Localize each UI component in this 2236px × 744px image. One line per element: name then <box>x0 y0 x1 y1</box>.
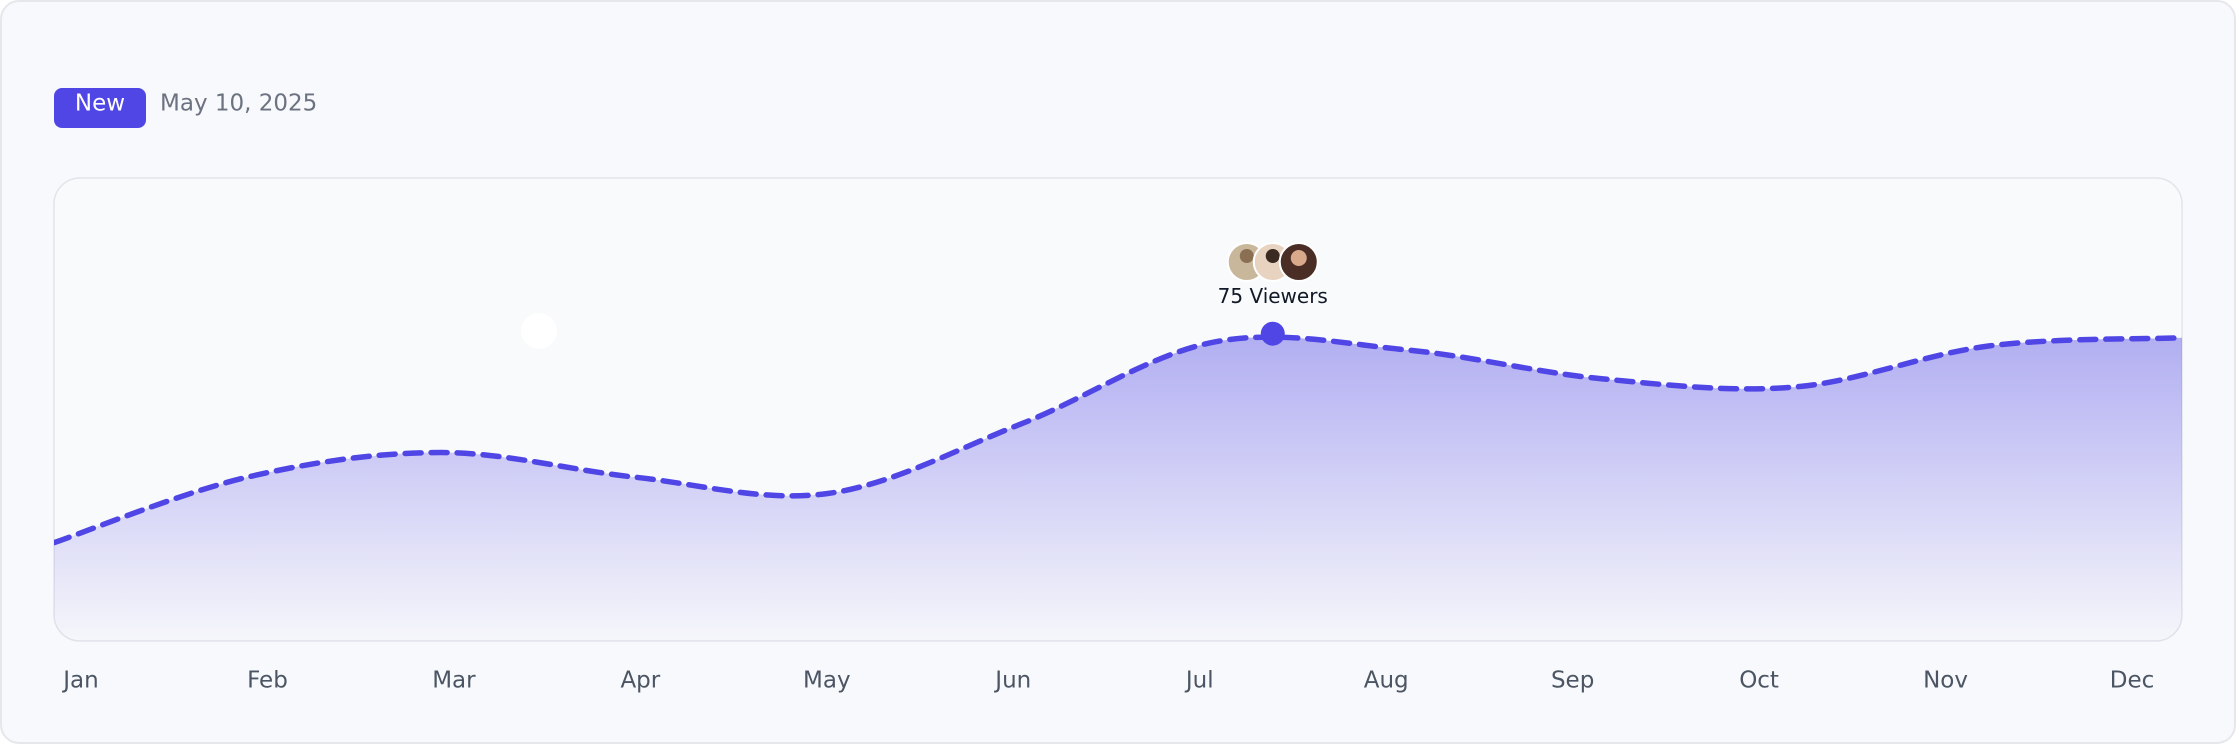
x-tick-label: Aug <box>1364 668 1409 694</box>
x-tick-label: Sep <box>1551 668 1594 694</box>
avatar-face <box>1239 249 1254 263</box>
badge <box>54 88 146 128</box>
x-tick-label: Jun <box>993 668 1031 694</box>
decor-dot <box>521 313 557 349</box>
x-tick-label: Nov <box>1923 668 1968 694</box>
area-line <box>54 334 2182 546</box>
x-tick-label: Dec <box>2110 668 2155 694</box>
x-tick-label: Jul <box>1184 668 1214 694</box>
avatar-face <box>1265 249 1280 263</box>
highlight-label: 75 Viewers <box>1218 284 1328 308</box>
x-tick-label: Feb <box>247 668 288 694</box>
highlight-point <box>1260 321 1285 346</box>
avatar-face <box>1290 250 1307 266</box>
plot <box>54 334 2182 641</box>
date: May 10, 2025 <box>160 91 317 117</box>
x-tick-label: Oct <box>1739 668 1779 694</box>
x-tick-label: Jan <box>61 668 98 694</box>
area-fill <box>54 337 2182 641</box>
x-tick-label: Apr <box>620 668 660 694</box>
avatars <box>1226 242 1319 282</box>
badge-text: New <box>75 91 125 117</box>
x-tick-label: May <box>803 668 851 694</box>
x-tick-label: Mar <box>432 668 476 694</box>
